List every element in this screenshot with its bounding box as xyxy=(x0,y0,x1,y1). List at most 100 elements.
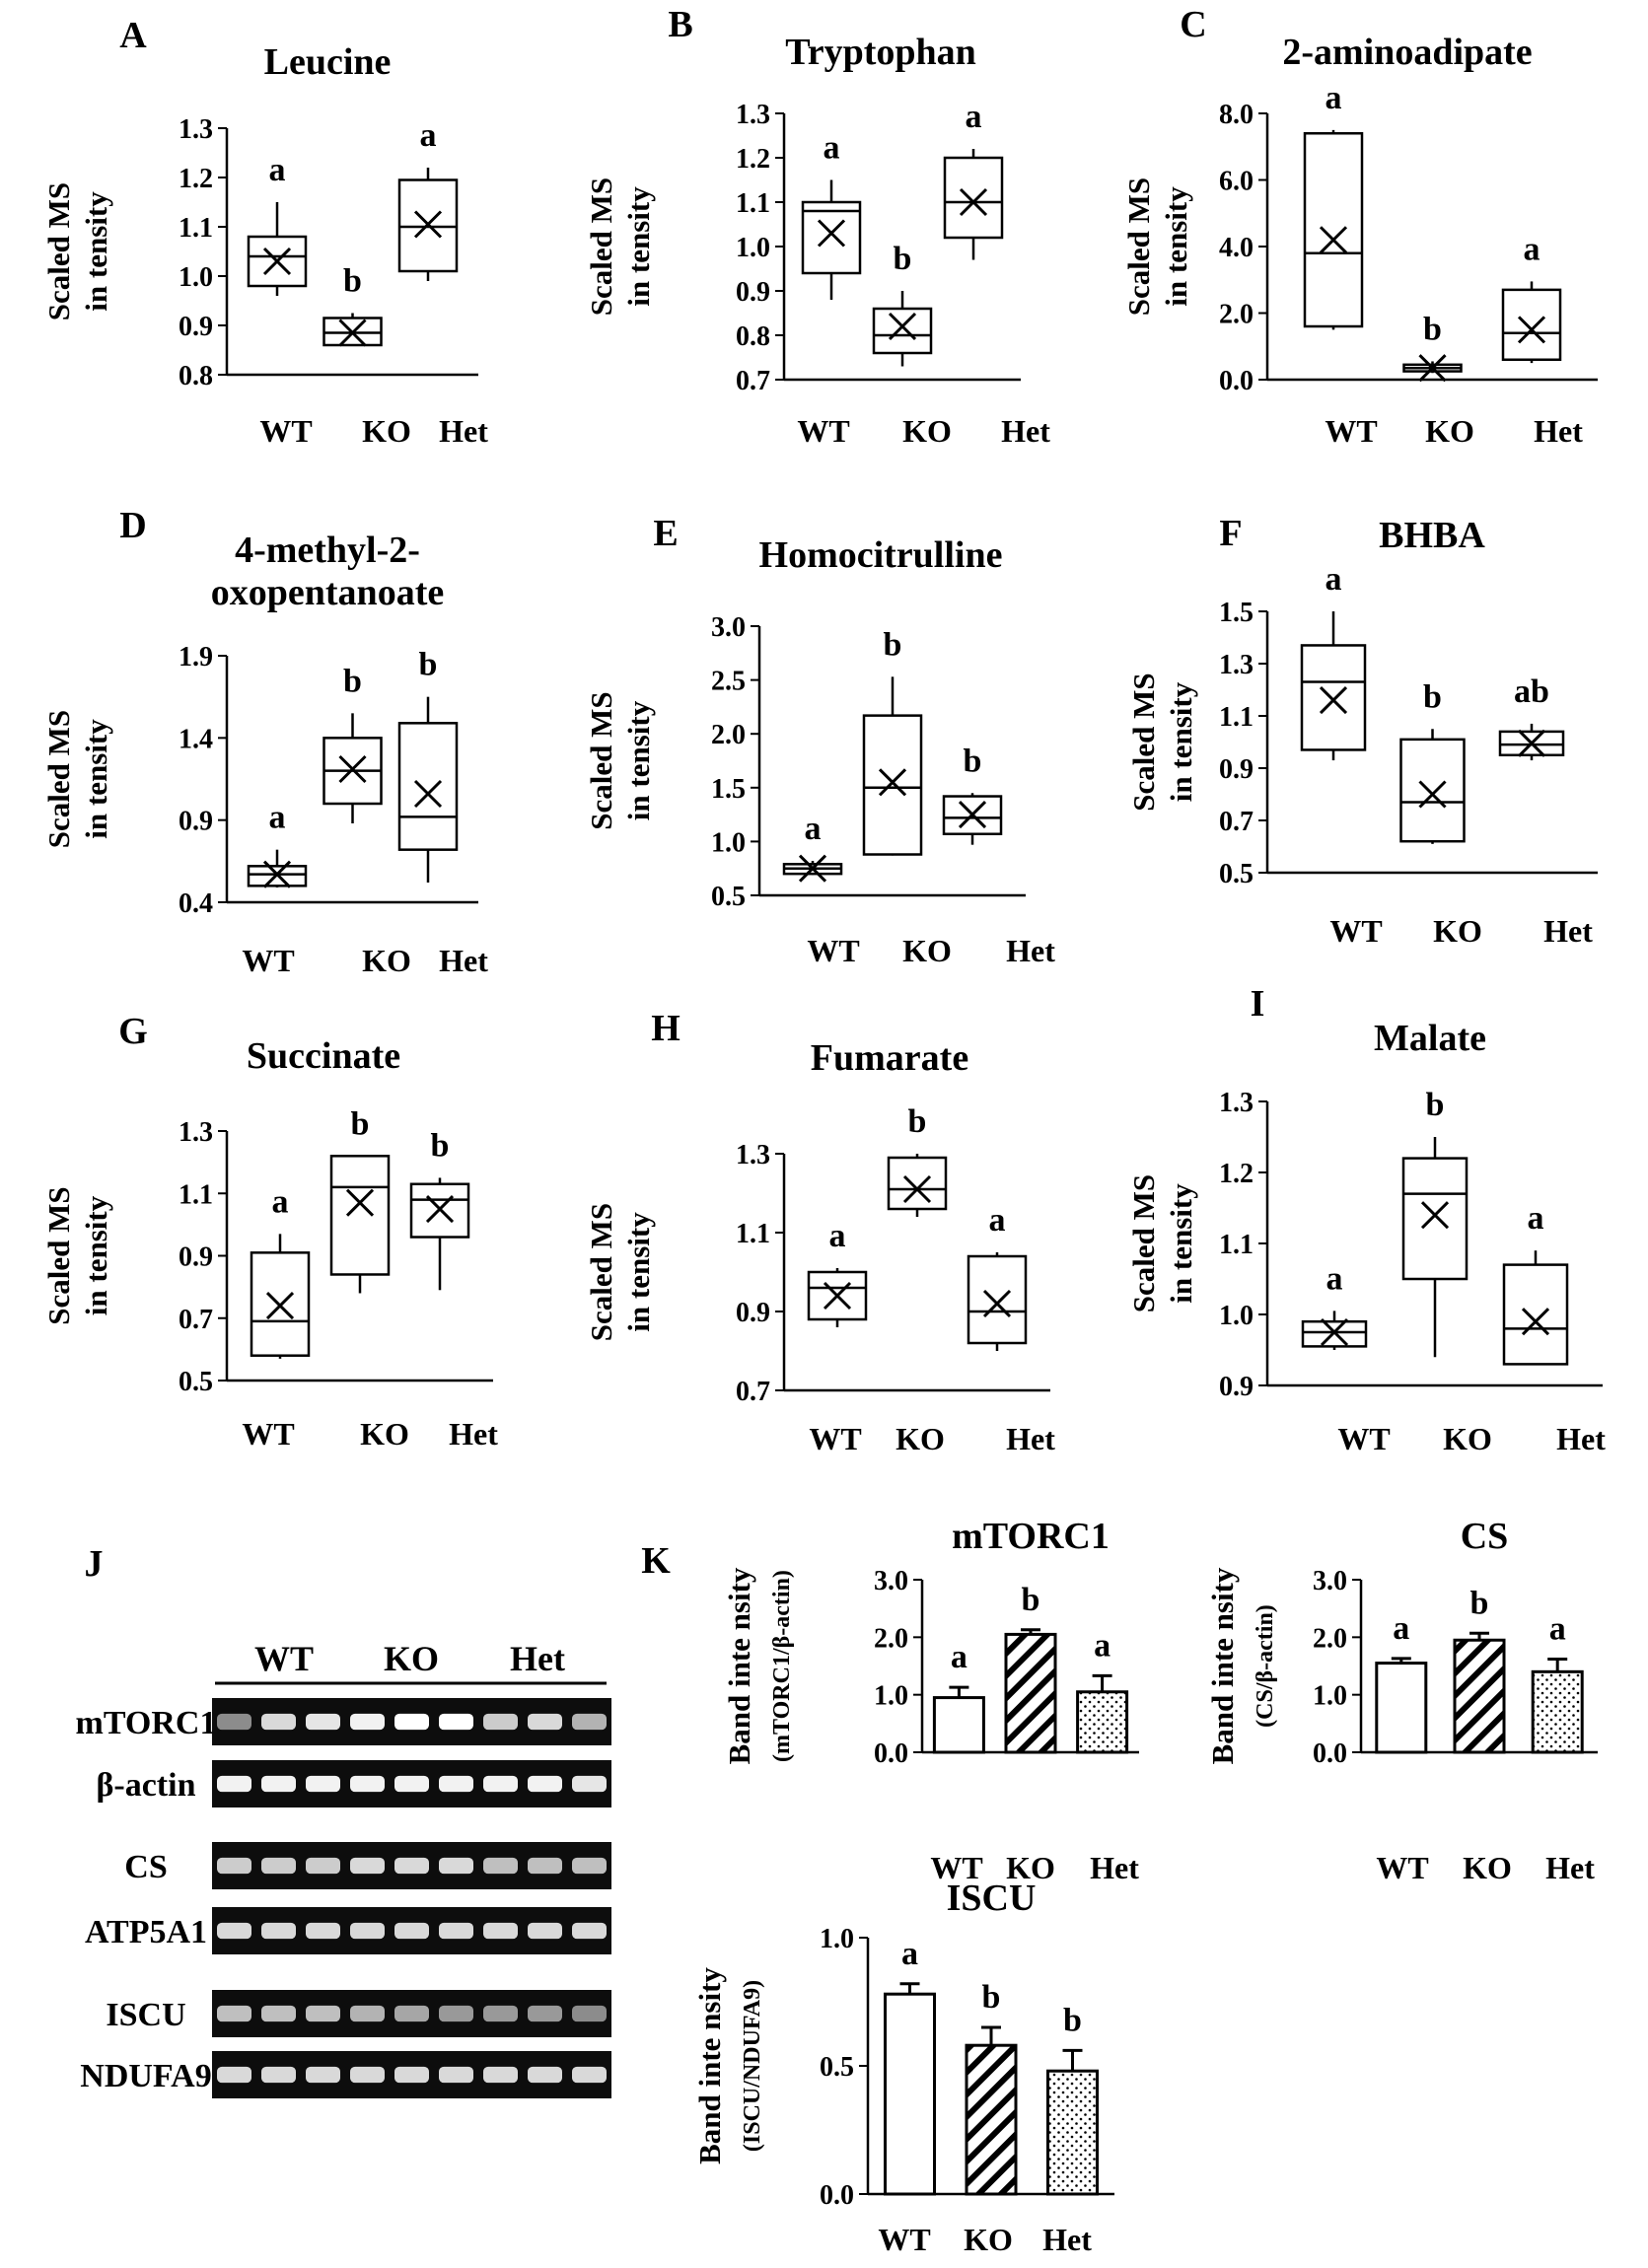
blot-band xyxy=(572,2066,607,2084)
box-wt: a xyxy=(1303,80,1364,330)
blot-band xyxy=(306,2066,340,2084)
blot-band xyxy=(439,1775,473,1793)
x-category-label: Het xyxy=(1042,2222,1092,2257)
blot-row-cs: CS xyxy=(124,1842,611,1889)
mean-marker xyxy=(413,779,443,809)
x-category-label: WT xyxy=(930,1850,982,1885)
blot-band xyxy=(483,2066,518,2084)
mean-marker xyxy=(338,319,367,347)
y-tick-label: 1.1 xyxy=(736,188,770,219)
y-tick-label: 1.1 xyxy=(1219,702,1254,733)
y-tick-label: 0.7 xyxy=(736,1377,770,1407)
y-tick-label: 0.5 xyxy=(179,1367,213,1397)
box-het: ab xyxy=(1498,673,1565,761)
y-tick-label: 0.5 xyxy=(711,882,746,912)
panel-k2: CS 0.0 1.0 2.0 3.0 Band inte nsity (CS/β-actin… xyxy=(1205,1516,1598,1885)
blot-row-actin: β-actin xyxy=(96,1760,611,1807)
x-category-label: WT xyxy=(242,1416,294,1452)
y-tick-label: 2.0 xyxy=(711,720,746,750)
y-tick-label: 0.9 xyxy=(1219,754,1254,785)
mean-marker xyxy=(982,1289,1012,1318)
y-axis-label-line: Scaled MS xyxy=(41,710,76,848)
y-tick-label: 0.9 xyxy=(179,807,213,837)
box-het: a xyxy=(397,117,459,281)
blot-band xyxy=(306,2005,340,2022)
box-het: b xyxy=(397,647,459,883)
significance-letter: b xyxy=(1426,1087,1445,1123)
mean-marker xyxy=(265,1292,295,1320)
box-wt: a xyxy=(247,800,308,888)
box-wt: a xyxy=(250,1183,311,1359)
y-axis-label-line: Scaled MS xyxy=(41,1186,76,1324)
y-axis-label: Scaled MSin tensity xyxy=(1126,1174,1198,1312)
blot-band xyxy=(217,2005,251,2022)
box-ko: b xyxy=(329,1105,391,1294)
panel-title: ISCU xyxy=(947,1878,1037,1919)
significance-letter: a xyxy=(966,99,982,135)
blot-band xyxy=(528,1922,562,1940)
blot-band xyxy=(528,2005,562,2022)
y-tick-label: 1.0 xyxy=(1219,1301,1254,1331)
bar xyxy=(932,1696,985,1754)
y-tick-label: 1.1 xyxy=(1219,1230,1254,1260)
box-body xyxy=(1300,644,1367,751)
significance-letter: a xyxy=(269,800,286,836)
significance-letter: b xyxy=(343,263,362,300)
y-tick-label: 0.4 xyxy=(179,888,213,919)
y-axis-label-line: in tensity xyxy=(621,186,656,307)
blot-row-atp5a1: ATP5A1 xyxy=(85,1907,611,1954)
y-axis-label-line: Scaled MS xyxy=(584,177,618,316)
blot-band xyxy=(261,1775,296,1793)
significance-letter: b xyxy=(964,743,982,779)
bar xyxy=(1375,1662,1428,1754)
box-het: a xyxy=(967,1202,1028,1351)
mean-marker xyxy=(823,1281,852,1311)
blot-band xyxy=(483,1775,518,1793)
x-category-label: Het xyxy=(1001,413,1050,449)
panel-g: G Succinate 0.5 0.7 0.9 1.1 1.3 Scaled MSin ten… xyxy=(41,1011,498,1452)
significance-letter: a xyxy=(1326,1260,1343,1297)
significance-letter: a xyxy=(1326,561,1342,598)
mean-marker xyxy=(425,1195,455,1224)
x-category-label: WT xyxy=(1325,413,1377,449)
blot-band xyxy=(439,2066,473,2084)
bar-het: b xyxy=(1046,2002,1099,2196)
box-body xyxy=(872,307,933,355)
blot-band xyxy=(572,1922,607,1940)
y-tick-label: 1.3 xyxy=(736,1140,770,1170)
box-body xyxy=(862,714,923,856)
significance-letter: a xyxy=(1393,1610,1409,1647)
blot-band xyxy=(350,1713,385,1731)
blot-band xyxy=(439,1713,473,1731)
y-tick-label: 3.0 xyxy=(1313,1566,1347,1596)
blot-band xyxy=(394,1775,429,1793)
x-category-label: Het xyxy=(439,413,488,449)
y-axis-label: Scaled MSin tensity xyxy=(41,710,113,848)
bar xyxy=(1076,1690,1129,1754)
box-wt: a xyxy=(247,152,308,296)
y-tick-label: 0.7 xyxy=(179,1305,213,1335)
significance-letter: a xyxy=(951,1639,967,1675)
x-category-label: WT xyxy=(797,413,849,449)
mean-marker xyxy=(345,1188,375,1217)
significance-letter: b xyxy=(1470,1585,1489,1621)
box-ko: b xyxy=(862,626,923,856)
blot-band xyxy=(439,1922,473,1940)
y-tick-label: 0.0 xyxy=(874,1738,908,1769)
blot-band xyxy=(306,1775,340,1793)
panel-a: A Leucine 0.8 0.9 1.0 1.1 1.2 1.3 Scaled MSin te… xyxy=(41,15,488,449)
box-ko: b xyxy=(322,263,383,347)
blot-row-ndufa9: NDUFA9 xyxy=(80,2051,611,2098)
panel-i: I Malate 0.9 1.0 1.1 1.2 1.3 Scaled MSin tensit… xyxy=(1126,983,1606,1456)
y-axis-label-line: Scaled MS xyxy=(584,1203,618,1341)
bar-ko: b xyxy=(1453,1585,1506,1754)
x-category-label: WT xyxy=(1329,913,1382,949)
panel-e: E Homocitrulline 0.5 1.0 1.5 2.0 2.5 3.0 Scaled … xyxy=(584,513,1055,968)
y-axis-label-line: in tensity xyxy=(1164,1183,1198,1304)
mean-marker xyxy=(798,854,827,883)
blot-band xyxy=(483,2005,518,2022)
box-wt: a xyxy=(782,811,843,883)
bar-wt: a xyxy=(884,1936,936,2196)
blot-band xyxy=(350,1857,385,1875)
y-tick-label: 1.1 xyxy=(179,213,213,244)
